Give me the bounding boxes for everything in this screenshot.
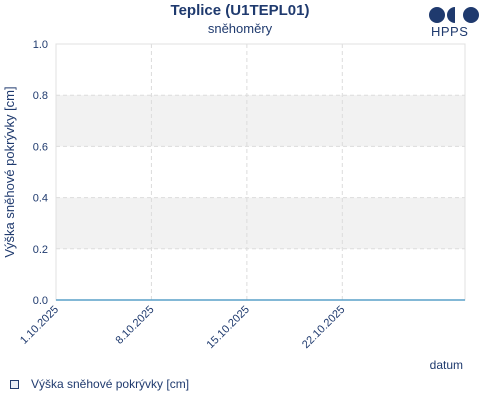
legend-label: Výška sněhové pokrývky [cm] [31, 377, 190, 391]
legend-swatch [10, 379, 19, 389]
grid-band [56, 197, 465, 249]
logo-text: HPPS [431, 24, 469, 39]
y-axis-label: Výška sněhové pokrývky [cm] [2, 86, 17, 257]
y-tick-label: 0.0 [33, 295, 48, 307]
y-tick-label: 0.8 [33, 90, 48, 102]
y-tick-label: 1.0 [33, 39, 48, 51]
chart-subtitle: sněhoměry [207, 21, 273, 36]
x-tick-label: 15.10.2025 [205, 304, 252, 351]
y-tick-label: 0.2 [33, 244, 48, 256]
plot-frame [55, 43, 466, 301]
legend: Výška sněhové pokrývky [cm] [10, 377, 189, 391]
hpps-logo-icon [429, 7, 479, 23]
x-tick-label: 1.10.2025 [18, 304, 61, 347]
chart-title: Teplice (U1TEPL01) [170, 2, 310, 19]
x-axis-label: datum [430, 358, 463, 372]
grid-band [56, 95, 465, 147]
x-tick-label: 22.10.2025 [300, 304, 347, 351]
x-tick-label: 8.10.2025 [113, 304, 156, 347]
y-tick-label: 0.4 [33, 193, 48, 205]
y-tick-label: 0.6 [33, 141, 48, 153]
